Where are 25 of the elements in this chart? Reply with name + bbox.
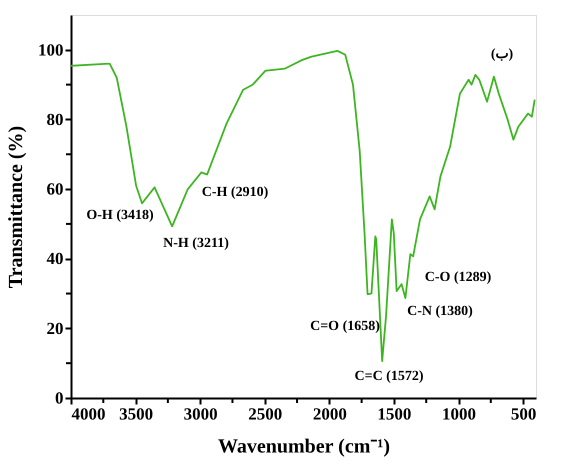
- y-tick-label: 100: [38, 40, 64, 60]
- x-tick-label: 1500: [377, 404, 412, 424]
- annotation: N-H (3211): [163, 236, 230, 251]
- x-tick-label: 2000: [312, 404, 347, 424]
- x-tick-label: 3500: [119, 404, 154, 424]
- y-tick-label: 60: [46, 180, 64, 199]
- x-tick-label: 2500: [248, 404, 282, 424]
- y-tick-label: 40: [46, 249, 64, 268]
- annotation: (ب): [490, 47, 514, 62]
- x-tick-label: 500: [510, 404, 536, 424]
- y-axis-title: Transmittance (%): [5, 126, 27, 288]
- y-tick-label: 20: [46, 318, 64, 338]
- x-axis-title: Wavenumber (cm⁻¹): [218, 436, 390, 458]
- annotation: C-H (2910): [202, 185, 269, 200]
- y-tick-label: 0: [55, 388, 64, 408]
- annotation: O-H (3418): [86, 208, 154, 223]
- annotation: C-O (1289): [424, 270, 492, 285]
- annotation: C=O (1658): [310, 319, 380, 334]
- y-tick-label: 80: [46, 110, 64, 129]
- line-series: [70, 50, 536, 362]
- x-tick-label: 4000: [72, 404, 106, 424]
- x-tick-label: 3000: [184, 404, 218, 424]
- x-tick-label: 1000: [442, 404, 476, 424]
- annotation: C=C (1572): [354, 369, 424, 384]
- annotation: C-N (1380): [407, 304, 474, 319]
